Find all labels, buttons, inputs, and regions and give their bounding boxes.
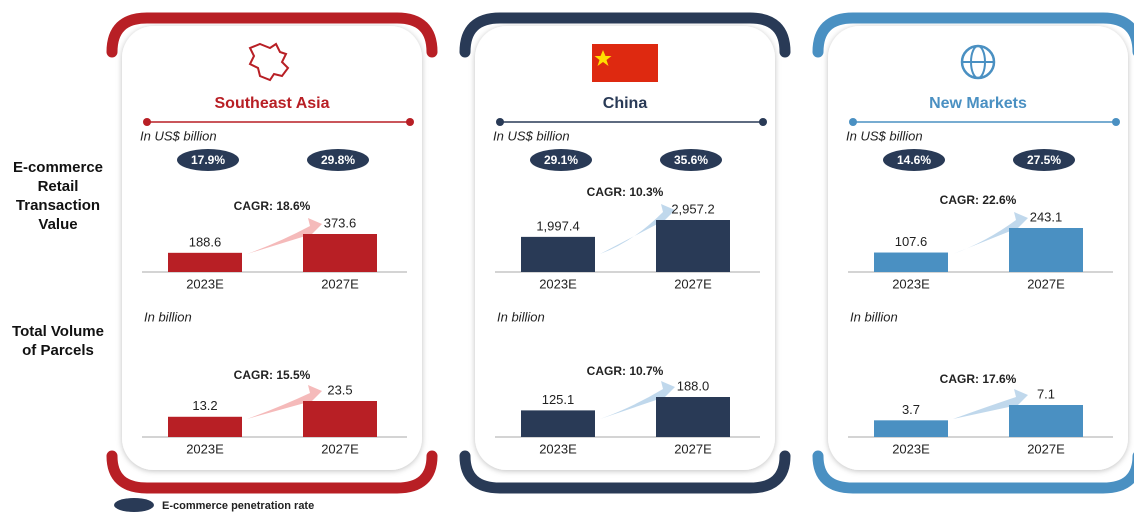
bottom-arc bbox=[812, 450, 1134, 494]
value-label: 125.1 bbox=[542, 392, 575, 407]
penetration-pill bbox=[530, 149, 592, 171]
divider-dot bbox=[496, 118, 504, 126]
category-label: 2027E bbox=[674, 276, 712, 291]
category-label: 2023E bbox=[186, 276, 224, 291]
cagr-arrow bbox=[247, 218, 322, 254]
category-label: 2027E bbox=[674, 441, 712, 456]
penetration-rate: 29.1% bbox=[544, 153, 578, 167]
penetration-rate: 14.6% bbox=[897, 153, 931, 167]
bar bbox=[303, 401, 377, 437]
cagr-label: CAGR: 10.7% bbox=[587, 364, 664, 378]
cagr-arrow bbox=[600, 204, 675, 254]
value-label: 3.7 bbox=[902, 402, 920, 417]
bar bbox=[1009, 405, 1083, 437]
legend-label: E-commerce penetration rate bbox=[162, 500, 314, 512]
value-label: 2,957.2 bbox=[671, 201, 714, 216]
value-label: 373.6 bbox=[324, 215, 357, 230]
region-name: Southeast Asia bbox=[215, 95, 330, 112]
value-label: 23.5 bbox=[327, 382, 352, 397]
bar bbox=[874, 252, 948, 272]
category-label: 2023E bbox=[539, 276, 577, 291]
value-label: 188.6 bbox=[189, 234, 222, 249]
bar bbox=[168, 252, 242, 272]
unit-label: In billion bbox=[497, 309, 545, 324]
unit-label: In US$ billion bbox=[846, 128, 923, 143]
bar bbox=[656, 220, 730, 272]
legend-swatch bbox=[114, 498, 154, 512]
category-label: 2027E bbox=[321, 276, 359, 291]
category-label: 2027E bbox=[1027, 276, 1065, 291]
value-label: 107.6 bbox=[895, 234, 928, 249]
card bbox=[475, 26, 775, 470]
penetration-pill bbox=[660, 149, 722, 171]
card bbox=[122, 26, 422, 470]
divider-dot bbox=[1112, 118, 1120, 126]
value-label: 7.1 bbox=[1037, 386, 1055, 401]
divider-dot bbox=[849, 118, 857, 126]
penetration-rate: 17.9% bbox=[191, 153, 225, 167]
cagr-label: CAGR: 17.6% bbox=[940, 372, 1017, 386]
bar bbox=[168, 416, 242, 437]
cagr-label: CAGR: 18.6% bbox=[234, 199, 311, 213]
bar bbox=[1009, 228, 1083, 272]
penetration-pill bbox=[883, 149, 945, 171]
map-icon bbox=[248, 42, 290, 82]
unit-label: In billion bbox=[144, 309, 192, 324]
penetration-rate: 29.8% bbox=[321, 153, 355, 167]
penetration-pill bbox=[307, 149, 369, 171]
category-label: 2023E bbox=[892, 441, 930, 456]
bottom-arc bbox=[106, 450, 438, 494]
bar bbox=[303, 234, 377, 272]
cagr-arrow bbox=[953, 389, 1028, 419]
bar bbox=[521, 410, 595, 437]
cagr-label: CAGR: 22.6% bbox=[940, 193, 1017, 207]
value-label: 13.2 bbox=[192, 398, 217, 413]
cagr-label: CAGR: 10.3% bbox=[587, 185, 664, 199]
category-label: 2023E bbox=[186, 441, 224, 456]
value-label: 243.1 bbox=[1030, 209, 1063, 224]
penetration-pill bbox=[177, 149, 239, 171]
divider-dot bbox=[759, 118, 767, 126]
top-arc bbox=[812, 12, 1134, 58]
divider-dot bbox=[143, 118, 151, 126]
penetration-pill bbox=[1013, 149, 1075, 171]
category-label: 2023E bbox=[539, 441, 577, 456]
region-name: China bbox=[603, 95, 648, 112]
value-label: 1,997.4 bbox=[536, 218, 579, 233]
bar bbox=[656, 397, 730, 437]
unit-label: In billion bbox=[850, 309, 898, 324]
flag-star bbox=[594, 50, 612, 66]
bottom-arc bbox=[459, 450, 791, 494]
flag bbox=[592, 44, 658, 82]
unit-label: In US$ billion bbox=[140, 128, 217, 143]
divider-dot bbox=[406, 118, 414, 126]
category-label: 2023E bbox=[892, 276, 930, 291]
category-label: 2027E bbox=[1027, 441, 1065, 456]
category-label: 2027E bbox=[321, 441, 359, 456]
bar bbox=[521, 236, 595, 272]
top-arc bbox=[106, 12, 438, 58]
value-label: 188.0 bbox=[677, 378, 710, 393]
penetration-rate: 35.6% bbox=[674, 153, 708, 167]
top-arc bbox=[459, 12, 791, 58]
cagr-arrow bbox=[953, 212, 1028, 254]
card bbox=[828, 26, 1128, 470]
region-name: New Markets bbox=[929, 95, 1027, 112]
penetration-rate: 27.5% bbox=[1027, 153, 1061, 167]
cagr-arrow bbox=[600, 381, 675, 419]
unit-label: In US$ billion bbox=[493, 128, 570, 143]
row-label: E-commerce Retail Transaction Value bbox=[12, 159, 104, 233]
cagr-label: CAGR: 15.5% bbox=[234, 368, 311, 382]
row-label: Total Volume of Parcels bbox=[12, 323, 104, 359]
bar bbox=[874, 420, 948, 437]
